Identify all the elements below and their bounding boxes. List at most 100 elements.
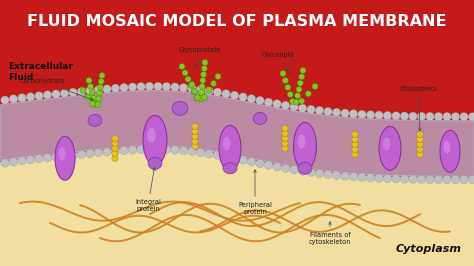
Circle shape xyxy=(290,103,298,111)
Ellipse shape xyxy=(298,162,312,174)
Circle shape xyxy=(194,95,200,101)
Circle shape xyxy=(324,170,332,179)
Circle shape xyxy=(417,112,426,120)
Circle shape xyxy=(283,77,288,84)
Circle shape xyxy=(192,123,198,130)
Circle shape xyxy=(451,113,460,121)
Circle shape xyxy=(120,146,128,155)
Ellipse shape xyxy=(379,126,401,170)
Circle shape xyxy=(18,94,26,102)
Circle shape xyxy=(298,167,307,175)
Circle shape xyxy=(352,136,358,143)
Circle shape xyxy=(426,112,434,121)
Circle shape xyxy=(188,82,194,89)
Circle shape xyxy=(52,153,60,161)
Circle shape xyxy=(185,76,191,82)
Circle shape xyxy=(332,171,341,180)
Circle shape xyxy=(111,84,120,93)
Circle shape xyxy=(91,95,97,101)
Circle shape xyxy=(146,145,154,153)
Circle shape xyxy=(196,86,205,94)
Circle shape xyxy=(201,94,208,101)
Circle shape xyxy=(341,172,349,180)
Circle shape xyxy=(92,101,99,107)
Circle shape xyxy=(196,148,205,157)
Text: FLUID MOSAIC MODEL OF PLASMA MEMBRANE: FLUID MOSAIC MODEL OF PLASMA MEMBRANE xyxy=(27,14,447,29)
Circle shape xyxy=(182,70,188,76)
Circle shape xyxy=(409,112,417,120)
Circle shape xyxy=(443,175,451,184)
Text: Peripheral
protein: Peripheral protein xyxy=(238,170,272,215)
Circle shape xyxy=(80,88,86,93)
Circle shape xyxy=(146,82,154,91)
Circle shape xyxy=(460,175,468,184)
Circle shape xyxy=(285,85,291,90)
Circle shape xyxy=(375,111,383,119)
Circle shape xyxy=(282,140,288,147)
Circle shape xyxy=(1,96,9,104)
Circle shape xyxy=(35,92,43,100)
Circle shape xyxy=(352,146,358,152)
Circle shape xyxy=(179,64,185,69)
Circle shape xyxy=(192,143,198,149)
Circle shape xyxy=(9,158,18,166)
Circle shape xyxy=(205,150,213,158)
Circle shape xyxy=(282,125,288,132)
Circle shape xyxy=(417,136,423,143)
Circle shape xyxy=(358,110,366,119)
Circle shape xyxy=(89,89,95,95)
Circle shape xyxy=(120,84,128,92)
Circle shape xyxy=(213,151,222,159)
Circle shape xyxy=(69,88,77,97)
Circle shape xyxy=(60,152,69,160)
Circle shape xyxy=(191,89,197,95)
Circle shape xyxy=(179,84,188,92)
Circle shape xyxy=(35,155,43,163)
Circle shape xyxy=(401,175,409,183)
Circle shape xyxy=(417,141,423,148)
Circle shape xyxy=(77,88,86,96)
Circle shape xyxy=(299,98,305,104)
Circle shape xyxy=(112,140,118,147)
Circle shape xyxy=(293,99,300,105)
Circle shape xyxy=(383,111,392,120)
Circle shape xyxy=(383,174,392,183)
Circle shape xyxy=(137,82,145,91)
Circle shape xyxy=(468,176,474,184)
Circle shape xyxy=(89,101,95,107)
Text: Cytoplasm: Cytoplasm xyxy=(396,244,462,254)
Circle shape xyxy=(256,159,264,168)
Circle shape xyxy=(281,101,290,110)
Circle shape xyxy=(299,74,305,80)
Circle shape xyxy=(264,161,273,169)
Circle shape xyxy=(98,78,104,84)
Circle shape xyxy=(239,156,247,164)
Circle shape xyxy=(352,151,358,157)
Circle shape xyxy=(417,151,423,157)
Circle shape xyxy=(307,168,315,177)
Circle shape xyxy=(468,113,474,121)
Circle shape xyxy=(352,131,358,138)
Circle shape xyxy=(192,128,198,135)
Ellipse shape xyxy=(298,134,306,149)
Circle shape xyxy=(179,147,188,155)
Circle shape xyxy=(298,104,307,113)
Circle shape xyxy=(137,145,145,154)
Circle shape xyxy=(103,85,111,93)
Circle shape xyxy=(94,148,103,157)
Circle shape xyxy=(417,146,423,152)
Text: Cholesterol: Cholesterol xyxy=(400,86,438,131)
Text: Extracellular
Fluid: Extracellular Fluid xyxy=(8,61,73,82)
Circle shape xyxy=(434,113,443,121)
Circle shape xyxy=(213,88,222,97)
Ellipse shape xyxy=(55,136,75,180)
Circle shape xyxy=(375,174,383,182)
Circle shape xyxy=(198,95,204,101)
Circle shape xyxy=(222,152,230,161)
Circle shape xyxy=(332,108,341,117)
Circle shape xyxy=(206,88,212,93)
Circle shape xyxy=(94,86,103,94)
Circle shape xyxy=(392,112,400,120)
Circle shape xyxy=(154,82,162,91)
Circle shape xyxy=(77,150,86,159)
